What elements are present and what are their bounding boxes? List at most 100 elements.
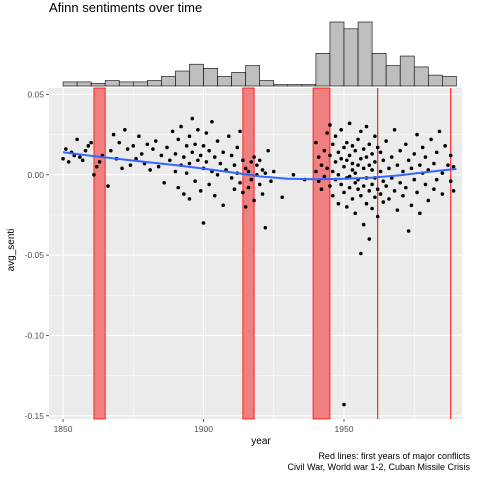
data-point	[389, 176, 394, 180]
data-point	[190, 116, 195, 121]
data-point	[207, 182, 211, 187]
data-point	[229, 153, 234, 158]
data-point	[246, 185, 251, 190]
data-point	[204, 160, 209, 164]
data-point	[243, 166, 248, 171]
x-axis-label: year	[251, 436, 271, 447]
data-point	[350, 197, 355, 201]
data-point	[423, 155, 428, 159]
data-point	[75, 137, 79, 142]
data-point	[356, 137, 360, 142]
data-point	[134, 156, 138, 161]
plot-panel	[49, 88, 462, 419]
data-point	[353, 181, 358, 185]
data-point	[398, 181, 402, 185]
data-point	[361, 222, 366, 227]
data-points	[61, 116, 456, 407]
conflict-band	[93, 87, 106, 420]
data-point	[168, 158, 172, 163]
data-point	[375, 187, 380, 192]
data-point	[359, 193, 363, 198]
data-point	[356, 187, 360, 192]
data-point	[347, 185, 352, 190]
data-point	[257, 158, 262, 163]
histogram-bar	[329, 21, 345, 87]
data-point	[381, 200, 386, 204]
data-point	[325, 166, 329, 171]
data-point	[339, 156, 343, 161]
data-point	[252, 155, 256, 159]
data-point	[131, 144, 136, 148]
data-point	[328, 184, 332, 188]
histogram-bar	[203, 67, 218, 87]
data-point	[448, 153, 453, 158]
data-point	[387, 197, 391, 201]
data-point	[378, 150, 383, 155]
data-point	[404, 142, 408, 147]
data-point	[342, 190, 346, 195]
data-point	[212, 193, 217, 198]
data-point	[418, 211, 422, 216]
data-point	[89, 140, 93, 145]
data-point	[440, 171, 445, 175]
data-point	[347, 174, 352, 179]
data-point	[434, 177, 439, 182]
histogram-bar	[161, 76, 176, 87]
data-point	[66, 160, 71, 164]
data-point	[314, 140, 318, 145]
data-point	[370, 168, 374, 172]
data-point	[353, 171, 358, 175]
data-point	[260, 168, 265, 172]
data-point	[375, 145, 380, 150]
data-point	[263, 171, 268, 175]
caption-line-2: Civil War, World war 1-2, Cuban Missile …	[287, 462, 470, 472]
data-point	[64, 147, 68, 151]
data-point	[345, 140, 349, 145]
data-point	[373, 134, 377, 139]
data-point	[345, 158, 349, 163]
data-point	[246, 169, 251, 174]
conflict-band	[242, 87, 255, 420]
data-point	[109, 148, 113, 153]
data-point	[367, 163, 372, 167]
data-point	[173, 152, 178, 156]
data-point	[227, 134, 231, 139]
histogram-bar	[259, 80, 275, 87]
data-point	[190, 150, 195, 155]
data-point	[269, 179, 273, 183]
data-point	[392, 189, 397, 193]
data-point	[398, 148, 402, 153]
data-point	[404, 185, 408, 190]
y-tick-label: -0.15	[25, 411, 45, 421]
data-point	[241, 190, 245, 195]
histogram-bar	[385, 65, 401, 87]
data-point	[409, 203, 414, 208]
data-point	[401, 193, 405, 198]
data-point	[201, 221, 206, 225]
chart-title: Afinn sentiments over time	[49, 0, 202, 15]
data-point	[328, 123, 332, 127]
data-point	[165, 145, 169, 150]
data-point	[451, 189, 456, 193]
data-point	[322, 148, 327, 153]
histogram-bar	[399, 55, 415, 87]
data-point	[342, 402, 346, 407]
data-point	[423, 182, 428, 187]
data-point	[316, 155, 321, 159]
y-tick-label: 0.05	[27, 89, 44, 99]
data-point	[319, 187, 324, 192]
data-point	[395, 208, 400, 212]
data-point	[255, 163, 259, 167]
data-point	[207, 148, 211, 153]
data-point	[187, 134, 192, 139]
data-point	[420, 145, 425, 150]
data-point	[179, 124, 183, 129]
data-point	[241, 158, 245, 163]
y-tick-label: -0.10	[25, 330, 45, 340]
data-point	[353, 211, 358, 216]
data-point	[409, 166, 414, 171]
data-point	[78, 155, 82, 159]
data-point	[412, 177, 417, 182]
data-point	[342, 164, 346, 169]
data-point	[384, 184, 388, 188]
